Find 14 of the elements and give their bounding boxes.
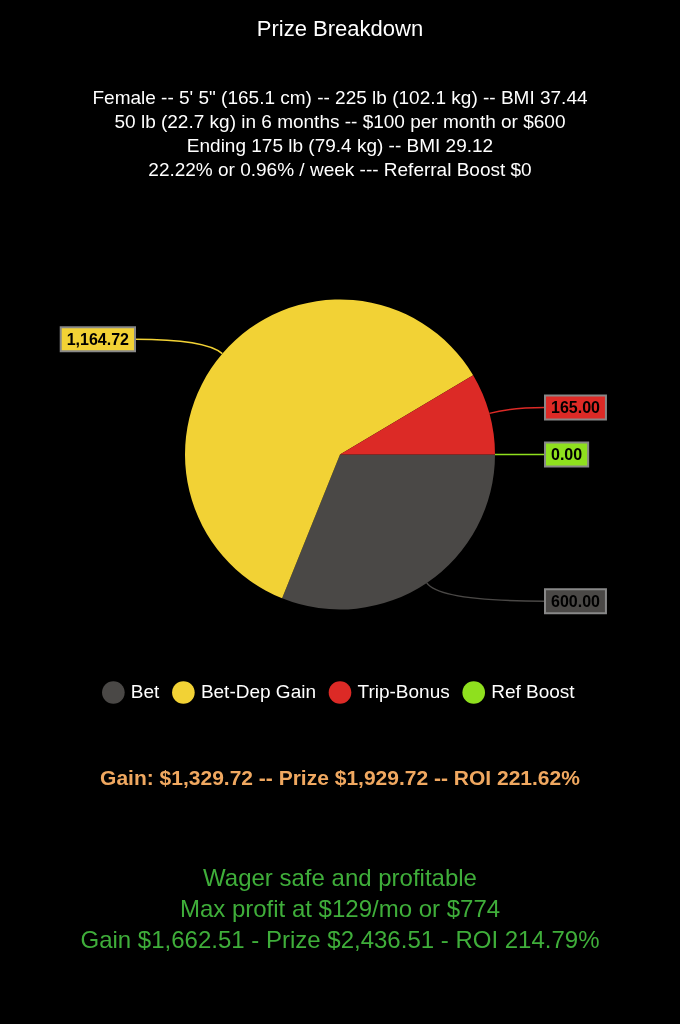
- data-label: 165.00: [551, 398, 601, 416]
- chart-subtitle: Female -- 5' 5" (165.1 cm) -- 225 lb (102.1 kg) -- BMI 37.44 50 lb (22.7 kg) in 6 months -- $100 per month or $600 Ending 175 lb (79.4 kg) -- BMI 29.12 22.22% or 0.96% / week --- Referral Boost $0: [91, 86, 589, 182]
- chart-title: Prize Breakdown: [255, 16, 425, 42]
- legend-label: Trip-Bonus: [357, 680, 450, 702]
- data-label: 1,164.72: [66, 330, 130, 348]
- legend-label: Bet: [130, 680, 161, 702]
- text: Max profit at $129/mo or $774: [178, 894, 502, 924]
- text: 0.00: [551, 445, 583, 463]
- legend-label: Ref Boost: [491, 680, 576, 702]
- text: Wager safe and profitable: [202, 863, 478, 893]
- data-label: 600.00: [551, 592, 601, 610]
- legend-label: Bet-Dep Gain: [200, 680, 316, 702]
- text: Gain $1,662.51 - Prize $2,436.51 - ROI 214.79%: [79, 925, 601, 955]
- text: Gain: $1,329.72 -- Prize $1,929.72 -- ROI 221.62%: [99, 766, 581, 790]
